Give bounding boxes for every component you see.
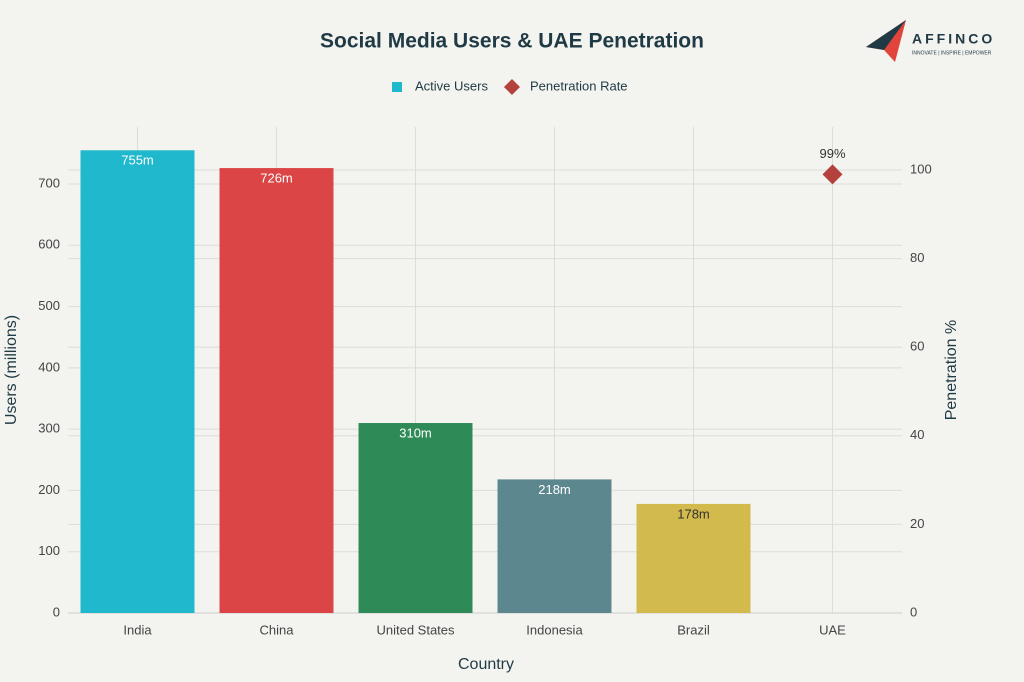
- x-tick-label: UAE: [819, 622, 846, 637]
- logo-name: AFFINCO: [912, 31, 995, 47]
- logo-tagline: INNOVATE | INSPIRE | EMPOWER: [912, 50, 992, 56]
- y-tick-label: 300: [38, 421, 60, 436]
- value-label: 218m: [538, 482, 571, 497]
- bar: [80, 150, 195, 614]
- y-tick-label: 600: [38, 237, 60, 252]
- y-tick-label: 700: [38, 175, 60, 190]
- y-tick-label: 0: [53, 604, 60, 619]
- value-label: 178m: [677, 506, 710, 521]
- legend-label: Penetration Rate: [530, 78, 628, 93]
- scatter-point: [822, 164, 843, 185]
- legend-marker: [503, 79, 520, 95]
- value-label: 99%: [819, 146, 845, 161]
- x-tick-label: Indonesia: [526, 622, 583, 637]
- bar: [358, 423, 473, 613]
- y2-tick-label: 60: [910, 339, 924, 354]
- y2-tick-label: 20: [910, 516, 924, 531]
- y2-tick-label: 40: [910, 427, 924, 442]
- legend-label: Active Users: [415, 78, 488, 93]
- logo: AFFINCO INNOVATE | INSPIRE | EMPOWER: [866, 20, 995, 62]
- value-label: 310m: [399, 425, 432, 440]
- chart-title: Social Media Users & UAE Penetration: [320, 30, 704, 53]
- y-tick-label: 400: [38, 359, 60, 374]
- legend-marker: [392, 82, 402, 92]
- y-tick-label: 100: [38, 543, 60, 558]
- y-tick-label: 200: [38, 482, 60, 497]
- bar: [636, 503, 751, 613]
- value-label: 755m: [121, 153, 154, 168]
- x-axis-title: Country: [458, 656, 514, 673]
- y-tick-label: 500: [38, 298, 60, 313]
- bar: [497, 479, 612, 613]
- y2-tick-label: 0: [910, 604, 917, 619]
- value-label: 726m: [260, 170, 293, 185]
- y-axis-title: Users (millions): [3, 315, 20, 425]
- bar: [219, 168, 334, 613]
- x-tick-label: United States: [376, 622, 455, 637]
- logo-icon-dark: [866, 20, 906, 50]
- y2-axis-title: Penetration %: [943, 320, 960, 421]
- y2-tick-label: 100: [910, 161, 932, 176]
- x-tick-label: India: [123, 622, 152, 637]
- y2-tick-label: 80: [910, 250, 924, 265]
- x-tick-label: Brazil: [677, 622, 710, 637]
- x-tick-label: China: [260, 622, 295, 637]
